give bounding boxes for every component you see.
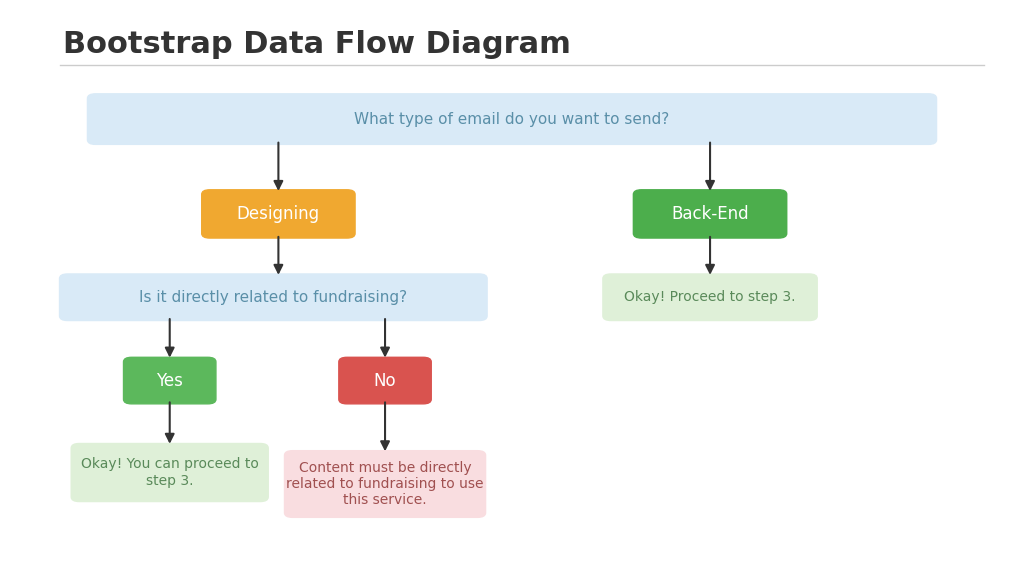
FancyBboxPatch shape [124, 357, 216, 404]
Text: Is it directly related to fundraising?: Is it directly related to fundraising? [139, 290, 408, 305]
FancyBboxPatch shape [87, 94, 937, 145]
FancyBboxPatch shape [339, 357, 431, 404]
FancyBboxPatch shape [59, 274, 487, 321]
Text: Bootstrap Data Flow Diagram: Bootstrap Data Flow Diagram [63, 30, 571, 59]
Text: Okay! Proceed to step 3.: Okay! Proceed to step 3. [625, 290, 796, 304]
FancyBboxPatch shape [634, 190, 786, 238]
FancyBboxPatch shape [285, 451, 485, 517]
FancyBboxPatch shape [603, 274, 817, 321]
FancyBboxPatch shape [72, 444, 268, 501]
Text: Content must be directly
related to fundraising to use
this service.: Content must be directly related to fund… [287, 461, 483, 507]
Text: Okay! You can proceed to
step 3.: Okay! You can proceed to step 3. [81, 458, 259, 487]
Text: Designing: Designing [237, 205, 319, 223]
Text: Back-End: Back-End [672, 205, 749, 223]
Text: What type of email do you want to send?: What type of email do you want to send? [354, 111, 670, 127]
Text: Yes: Yes [157, 371, 183, 389]
FancyBboxPatch shape [202, 190, 355, 238]
Text: No: No [374, 371, 396, 389]
